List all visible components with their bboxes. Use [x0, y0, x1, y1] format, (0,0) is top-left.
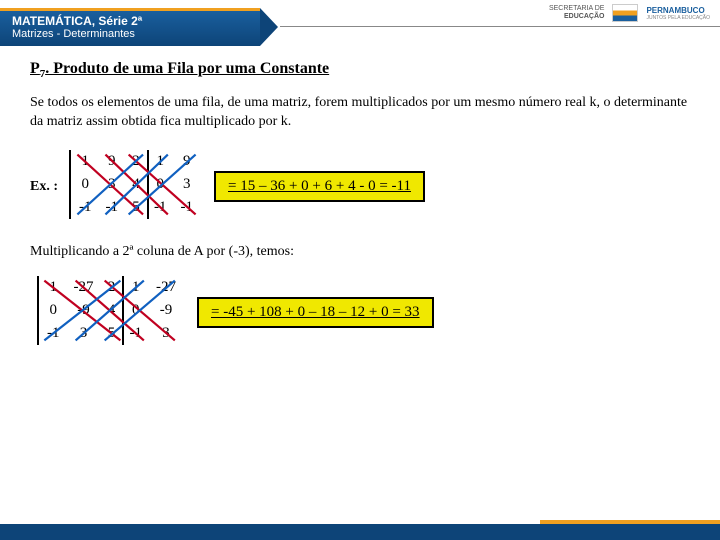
header-divider [280, 26, 720, 27]
example-label: Ex. : [30, 179, 58, 195]
result-2: = -45 + 108 + 0 – 18 – 12 + 0 = 33 [197, 297, 434, 328]
header-blue-banner: MATEMÁTICA, Série 2ª Matrizes - Determin… [0, 8, 260, 46]
matrix-1: 1921903403-1-15-1-1 [72, 150, 200, 224]
result-1: = 15 – 36 + 0 + 6 + 4 - 0 = -11 [214, 171, 425, 202]
topic-line: Matrizes - Determinantes [12, 28, 248, 40]
description: Se todos os elementos de uma fila, de um… [30, 94, 690, 132]
header: MATEMÁTICA, Série 2ª Matrizes - Determin… [0, 0, 720, 50]
subject-line: MATEMÁTICA, Série 2ª [12, 14, 248, 28]
secretaria-text: SECRETARIA DE EDUCAÇÃO [549, 5, 605, 20]
flag-icon [612, 4, 638, 22]
state-logo [612, 4, 638, 22]
example-1: Ex. : 1921903403-1-15-1-1 = 15 – 36 + 0 … [30, 150, 690, 224]
multiply-text: Multiplicando a 2ª coluna de A por (-3),… [30, 244, 690, 260]
content-area: P7. Produto de uma Fila por uma Constant… [30, 60, 690, 350]
example-2: 1-2721-270-940-9-135-13 = -45 + 108 + 0 … [40, 276, 690, 350]
logo-area: SECRETARIA DE EDUCAÇÃO PERNAMBUCO JUNTOS… [549, 4, 710, 22]
footer-bar [0, 524, 720, 540]
banner-arrow [260, 8, 278, 46]
section-title: P7. Produto de uma Fila por uma Constant… [30, 60, 690, 80]
state-text: PERNAMBUCO JUNTOS PELA EDUCAÇÃO [646, 6, 710, 21]
matrix-2: 1-2721-270-940-9-135-13 [40, 276, 183, 350]
